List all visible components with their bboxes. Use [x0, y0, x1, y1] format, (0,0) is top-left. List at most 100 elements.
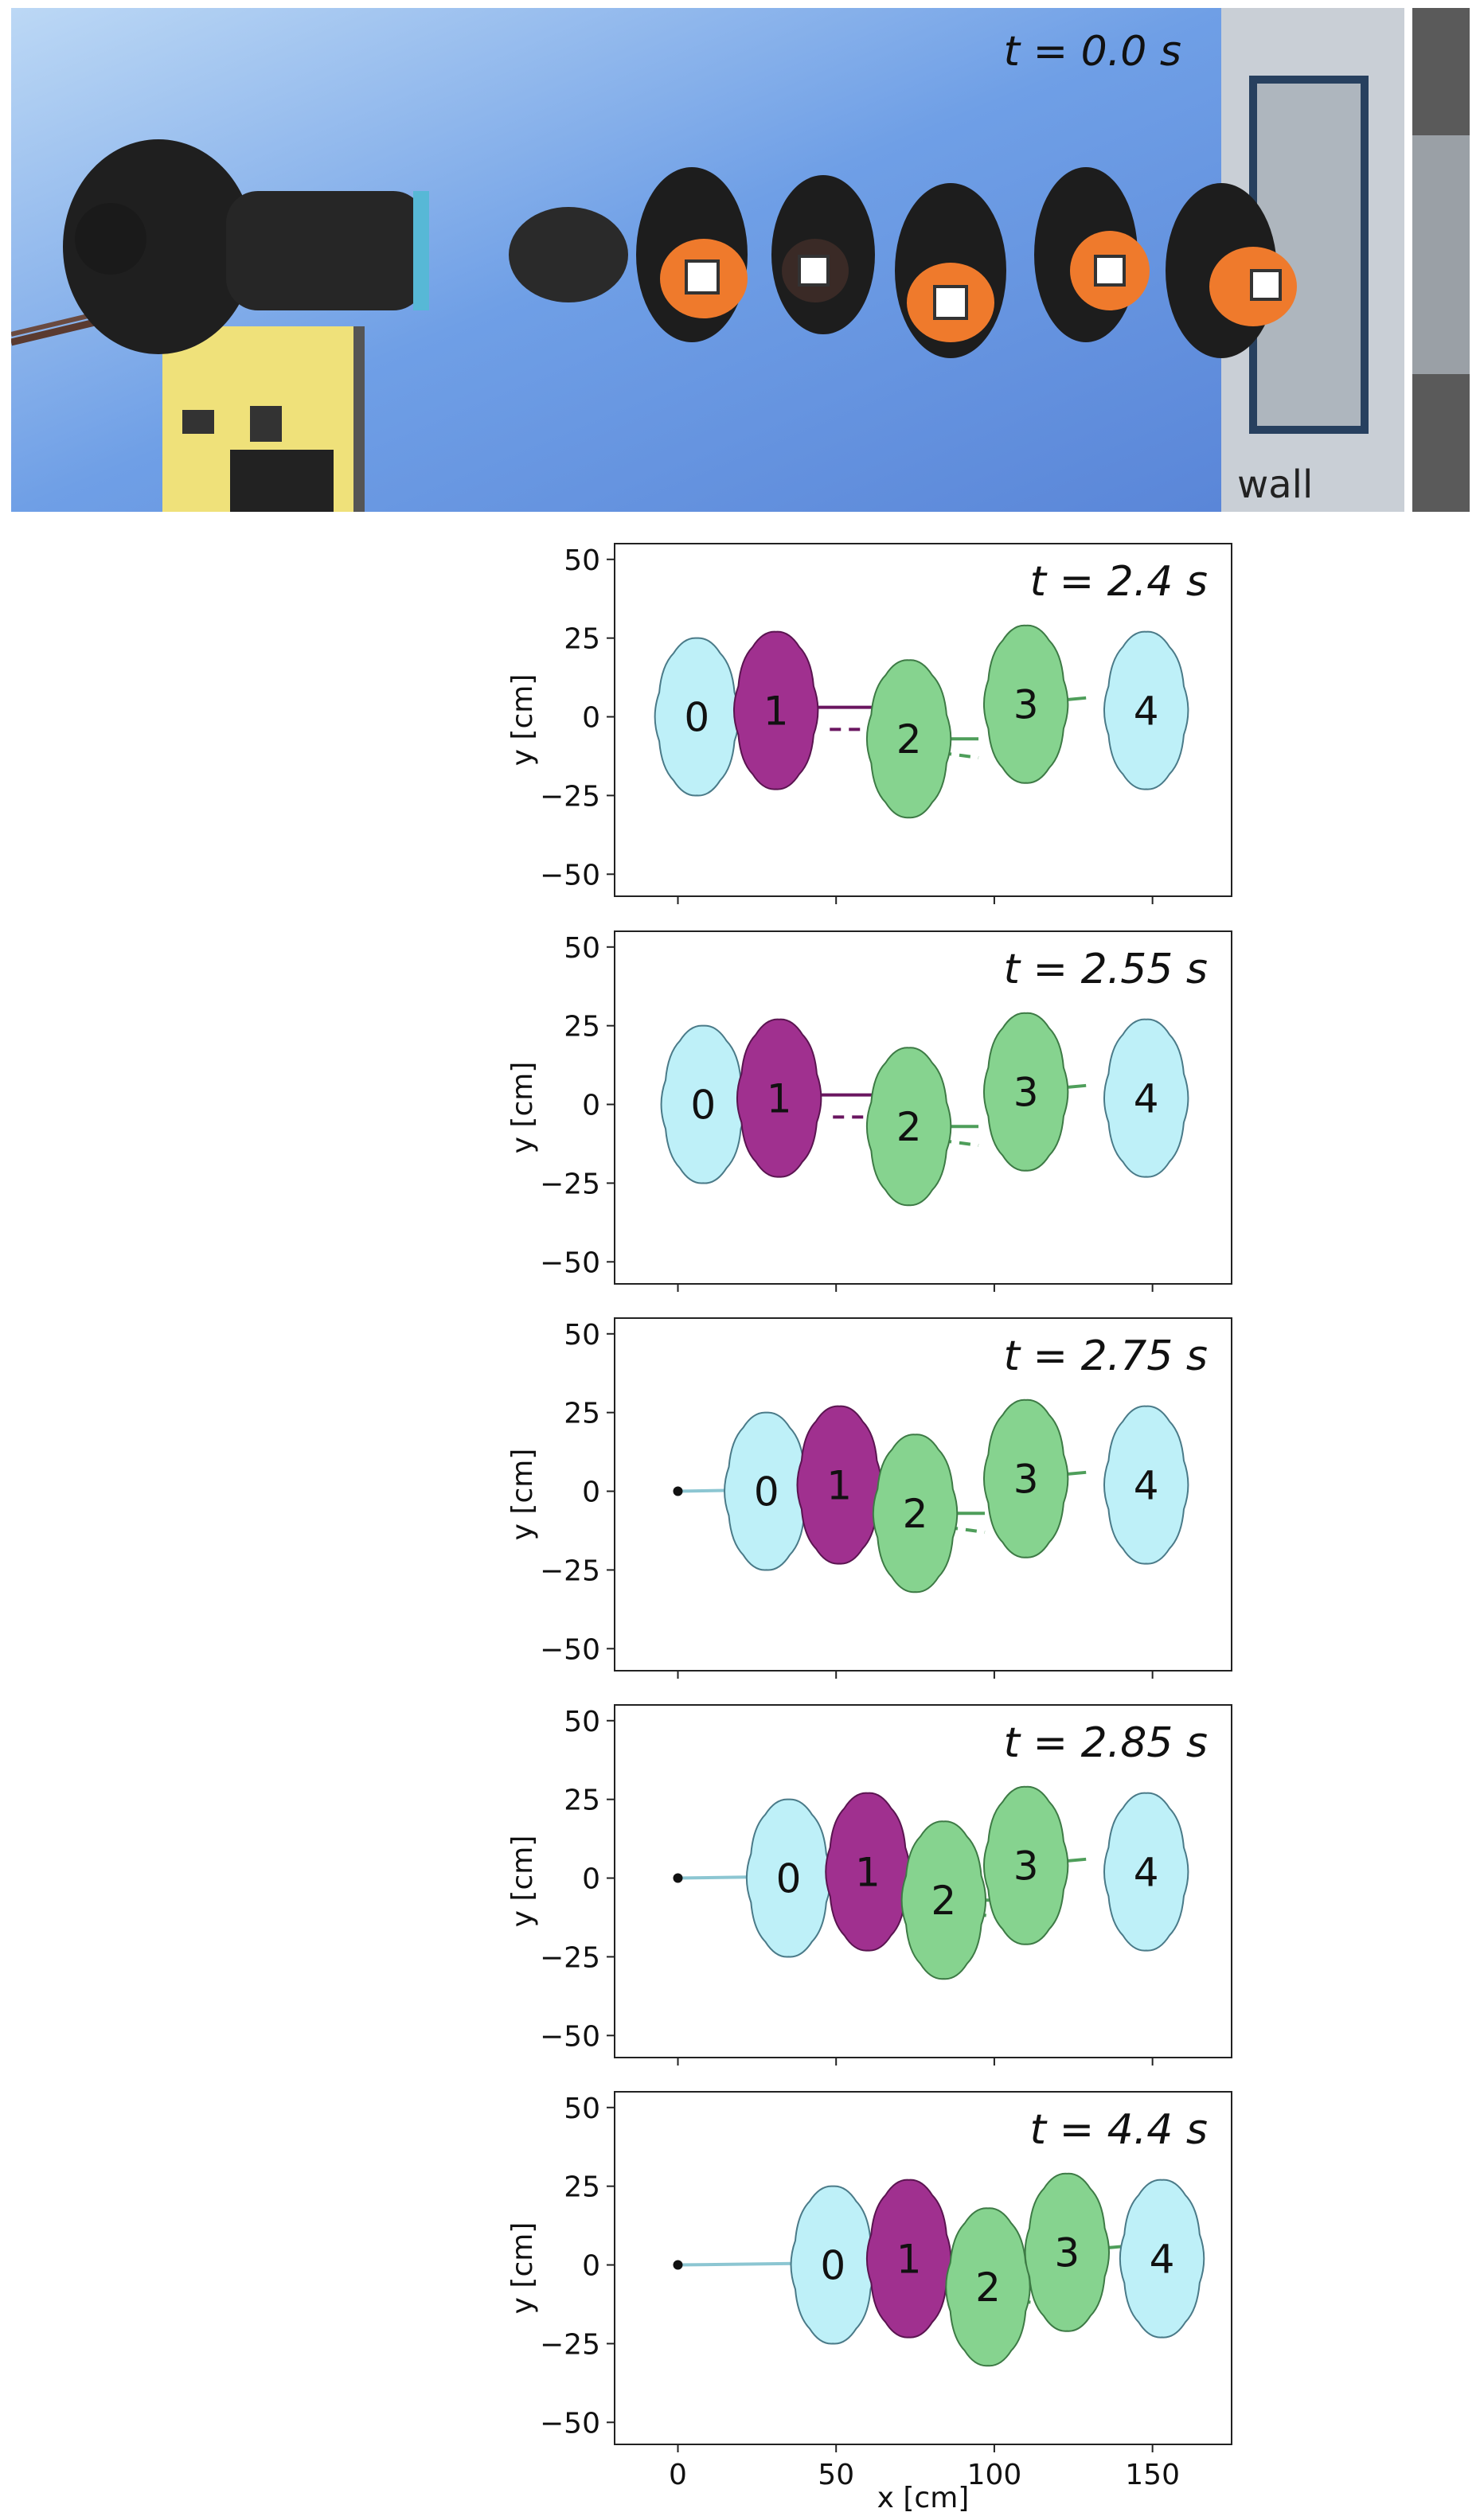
y-tick-label: 50: [564, 1706, 600, 1738]
wall-label: wall: [1237, 462, 1313, 507]
person-2-shape: [865, 1047, 952, 1207]
origin-marker: [673, 1873, 683, 1883]
person-0-shape: [660, 1024, 746, 1184]
panel-time-label: t = 2.4 s: [1030, 558, 1208, 606]
panel-3: 50 25 0 −25 −50 y [cm] 0 1 2 3 4 t = 2.85 s: [506, 1704, 1232, 2066]
overhead-photo: t = 0.0 s wall: [11, 8, 1470, 512]
person-2-shape: [945, 2207, 1031, 2367]
person-1-shape: [825, 1792, 911, 1952]
person-label: 4: [1134, 689, 1159, 735]
y-tick-label: 0: [582, 702, 600, 735]
origin-marker: [673, 1486, 683, 1496]
x-tick-label: 50: [818, 2459, 854, 2491]
origin-marker: [673, 2260, 683, 2270]
person-2-shape: [900, 1820, 987, 1980]
x-tick-label: 150: [1125, 2459, 1180, 2491]
y-tick-label: 0: [582, 1863, 600, 1896]
person-label: 0: [820, 2243, 845, 2289]
person-label: 3: [1013, 1843, 1039, 1890]
person-label: 1: [855, 1850, 881, 1896]
person-label: 1: [763, 689, 789, 735]
person-3-shape: [982, 1785, 1069, 1945]
panel-0: 50 25 0 −25 −50 y [cm] 0 1 2 3 4 t = 2.4 s: [506, 543, 1232, 904]
person-label: 4: [1134, 1463, 1159, 1509]
y-tick-label: −25: [540, 1168, 600, 1200]
y-tick-label: 0: [582, 2250, 600, 2283]
y-axis-label: y [cm]: [506, 674, 539, 767]
y-tick-label: 25: [564, 1011, 600, 1043]
panel-time-label: t = 2.75 s: [1004, 1332, 1208, 1380]
person-label: 1: [896, 2237, 922, 2283]
person-4-shape: [1119, 2179, 1205, 2339]
y-tick-label: 25: [564, 2171, 600, 2204]
panel-time-label: t = 2.85 s: [1004, 1719, 1208, 1767]
y-tick-label: 50: [564, 2093, 600, 2125]
person-0-shape: [790, 2185, 876, 2345]
person-1-shape: [796, 1405, 882, 1565]
photo-time-label: t = 0.0 s: [1004, 28, 1181, 76]
person-0-shape: [654, 637, 740, 797]
y-tick-label: −25: [540, 2328, 600, 2361]
y-tick-label: 50: [564, 932, 600, 965]
panel-2: 50 25 0 −25 −50 y [cm] 0 1 2 3 4 t = 2.75 s: [506, 1317, 1232, 1679]
person-label: 3: [1054, 2230, 1080, 2276]
y-tick-label: 0: [582, 1090, 600, 1122]
person-label: 2: [975, 2264, 1001, 2311]
person-4-shape: [1103, 630, 1189, 790]
person-label: 2: [896, 716, 922, 763]
y-tick-label: 0: [582, 1477, 600, 1509]
x-tick-label: 0: [669, 2459, 687, 2491]
y-tick-label: 25: [564, 623, 600, 656]
person-4-shape: [1103, 1405, 1189, 1565]
person-label: 0: [684, 695, 709, 741]
person-label: 2: [931, 1878, 956, 1924]
person-3-shape: [1024, 2172, 1111, 2332]
person-1-shape: [736, 1018, 822, 1178]
y-tick-label: −50: [540, 2407, 600, 2440]
y-axis-label: y [cm]: [506, 1835, 539, 1928]
person-0-shape: [745, 1798, 832, 1958]
x-tick-label: 100: [967, 2459, 1022, 2491]
person-2-shape: [872, 1434, 959, 1594]
person-label: 3: [1013, 1457, 1039, 1503]
person-label: 4: [1134, 1076, 1159, 1122]
person-1-shape: [732, 630, 819, 790]
person-label: 4: [1150, 2237, 1175, 2283]
y-tick-label: −50: [540, 1633, 600, 1666]
person-label: 1: [826, 1463, 852, 1509]
y-tick-label: −50: [540, 859, 600, 891]
panel-time-label: t = 2.55 s: [1004, 946, 1208, 993]
person-4-shape: [1103, 1018, 1189, 1178]
person-3-shape: [982, 624, 1069, 784]
y-tick-label: −50: [540, 2020, 600, 2053]
person-label: 2: [896, 1104, 922, 1150]
person-label: 1: [767, 1076, 792, 1122]
person-2-shape: [865, 659, 952, 819]
person-4-shape: [1103, 1792, 1189, 1952]
y-tick-label: 50: [564, 544, 600, 577]
y-tick-label: −50: [540, 1246, 600, 1279]
y-tick-label: −25: [540, 1555, 600, 1587]
y-tick-label: −25: [540, 780, 600, 813]
y-tick-label: 50: [564, 1319, 600, 1352]
person-label: 2: [903, 1491, 928, 1537]
person-label: 0: [690, 1083, 716, 1129]
person-label: 0: [776, 1856, 802, 1902]
person-label: 3: [1013, 682, 1039, 728]
person-label: 3: [1013, 1070, 1039, 1116]
person-3-shape: [982, 1398, 1069, 1558]
panel-4: 50 25 0 −25 −50 0 50 100 150 y [cm] 0 1 2 3 4 t = 4.4 s: [506, 2091, 1232, 2491]
y-tick-label: 25: [564, 1398, 600, 1430]
person-label: 0: [754, 1469, 779, 1516]
y-axis-label: y [cm]: [506, 1449, 539, 1541]
person-3-shape: [982, 1012, 1069, 1172]
panel-1: 50 25 0 −25 −50 y [cm] 0 1 2 3 4 t = 2.55 s: [506, 930, 1232, 1292]
y-axis-label: y [cm]: [506, 2222, 539, 2315]
y-tick-label: 25: [564, 1785, 600, 1817]
panel-time-label: t = 4.4 s: [1030, 2106, 1208, 2154]
x-axis-label: x [cm]: [877, 2482, 970, 2514]
person-label: 4: [1134, 1850, 1159, 1896]
person-1-shape: [865, 2179, 952, 2339]
y-tick-label: −25: [540, 1941, 600, 1974]
